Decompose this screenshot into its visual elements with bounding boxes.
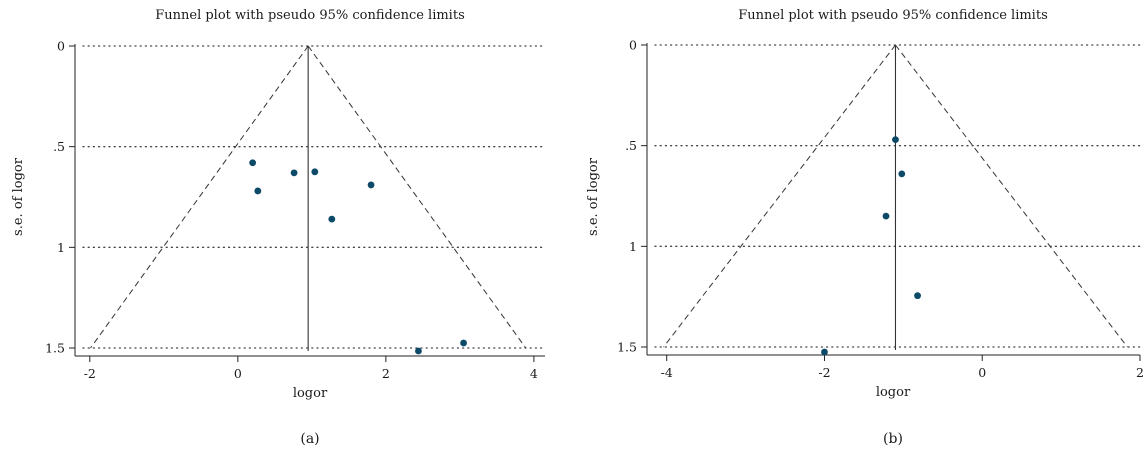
y-tick-label: 1 [629,239,637,254]
x-axis-label: logor [293,386,328,401]
study-point [882,212,890,220]
y-tick-label: 1 [57,240,65,255]
study-point [290,169,298,177]
funnel-limit-left [90,45,309,349]
study-point [415,347,422,355]
y-tick-label: 0 [57,39,65,54]
y-tick-label: 1.5 [45,341,65,356]
study-point [328,215,336,223]
x-tick-label: 4 [530,366,538,381]
y-tick-label: .5 [625,138,637,153]
panel-caption: (a) [300,431,319,447]
study-point [254,187,262,195]
y-axis-label: s.e. of logor [586,157,601,236]
x-tick-label: 0 [978,365,986,380]
x-tick-label: -2 [84,366,96,381]
study-point [892,136,899,144]
x-tick-label: 0 [234,366,242,381]
y-tick-label: .5 [53,139,65,154]
study-point [311,168,319,176]
y-tick-label: 0 [629,38,637,53]
study-point [898,170,906,178]
funnel-limit-left [663,44,896,348]
chart-title: Funnel plot with pseudo 95% confidence l… [155,8,465,23]
y-axis-label: s.e. of logor [11,157,26,236]
study-point [914,292,921,300]
funnel-limit-right [307,45,527,349]
x-tick-label: 2 [382,366,390,381]
chart-title: Funnel plot with pseudo 95% confidence l… [738,8,1048,23]
study-point [460,339,467,347]
funnel-panel-a: Funnel plot with pseudo 95% confidence l… [11,8,546,447]
x-tick-label: -4 [661,365,673,380]
y-tick-label: 1.5 [617,340,637,355]
study-point [821,348,828,356]
x-axis-label: logor [876,385,911,400]
funnel-panel-b: Funnel plot with pseudo 95% confidence l… [586,8,1144,447]
study-point [367,181,375,189]
x-tick-label: 2 [1136,365,1144,380]
study-point [249,159,257,167]
funnel-limit-right [895,44,1128,348]
x-tick-label: -2 [818,365,830,380]
panel-caption: (b) [883,431,903,447]
